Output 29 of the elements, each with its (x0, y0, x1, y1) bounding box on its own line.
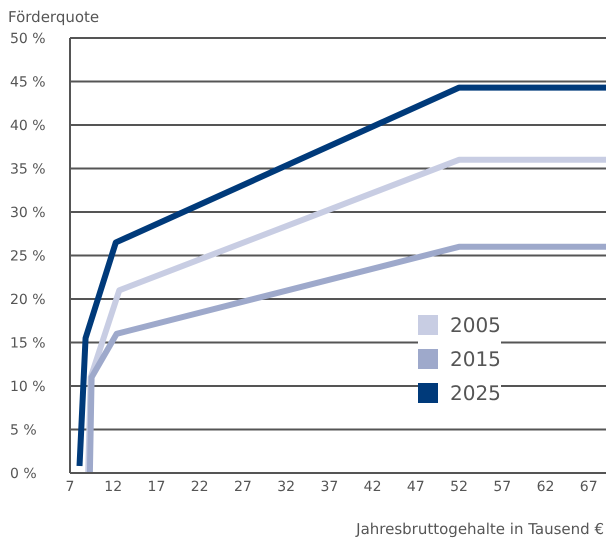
y-tick-label: 30 % (10, 204, 46, 221)
x-tick-label: 42 (364, 478, 382, 495)
x-tick-label: 32 (277, 478, 296, 495)
x-tick-label: 12 (104, 478, 122, 495)
x-tick-label: 7 (66, 478, 74, 495)
x-tick-label: 27 (234, 478, 252, 495)
y-tick-label: 40 % (10, 118, 46, 134)
x-tick-label: 67 (580, 478, 598, 495)
y-tick-label: 45 % (10, 74, 46, 90)
y-tick-label: 20 % (10, 292, 46, 308)
y-tick-label: 5 % (10, 422, 37, 438)
x-tick-label: 22 (190, 478, 209, 495)
x-tick-label: 47 (406, 478, 425, 495)
x-tick-label: 17 (148, 478, 166, 495)
y-tick-label: 35 % (10, 161, 46, 178)
y-tick-label: 10 % (10, 378, 46, 395)
y-tick-label: 0 % (10, 466, 37, 482)
y-tick-label: 50 % (10, 30, 46, 47)
legend-label: 2005 (450, 313, 501, 337)
legend-label: 2025 (450, 381, 501, 405)
y-axis-title: Förderquote (8, 8, 100, 26)
y-tick-label: 25 % (10, 248, 46, 264)
x-axis-title: Jahresbruttogehalte in Tausend € (356, 520, 604, 538)
y-tick-label: 15 % (10, 335, 46, 352)
x-tick-label: 57 (493, 478, 512, 495)
x-tick-label: 62 (536, 478, 554, 495)
x-tick-label: 52 (450, 478, 468, 495)
x-tick-label: 37 (320, 478, 338, 495)
legend-label: 2015 (450, 347, 501, 371)
